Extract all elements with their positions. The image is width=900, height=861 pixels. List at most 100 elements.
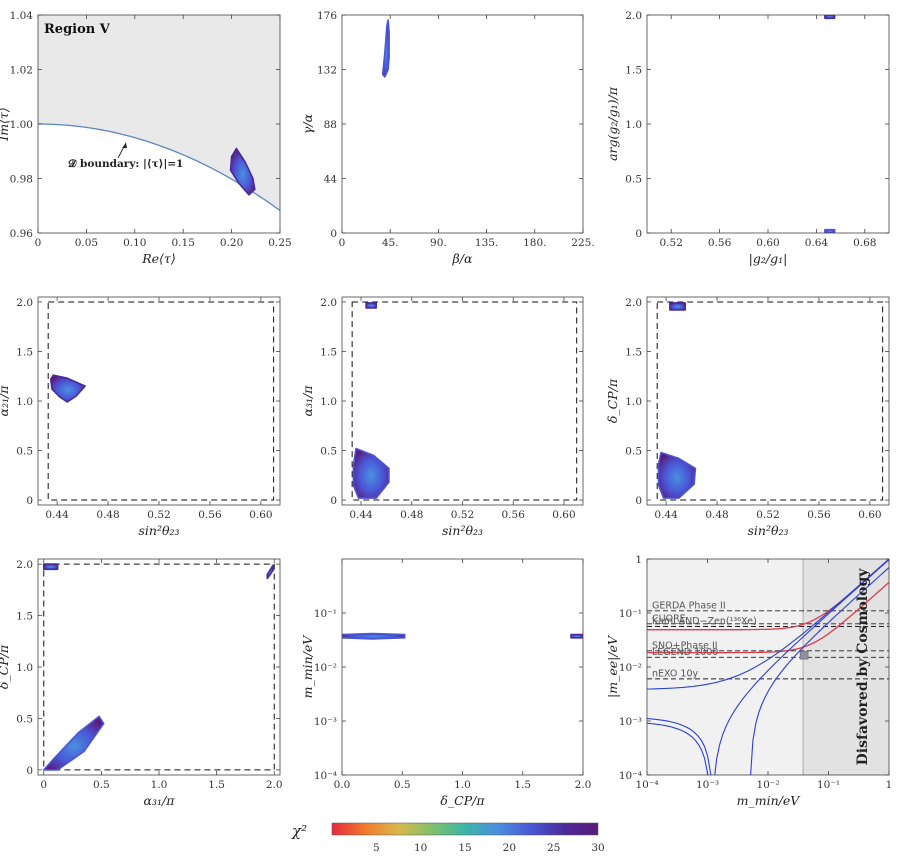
axes-frame	[37, 296, 281, 506]
x-tick-label: 0.20	[220, 237, 243, 249]
y-tick-label: 88	[324, 119, 337, 131]
panel-g2g1: 0.52 0.56 0.60 0.64 0.68 0 0.5 1.0 1.5 2.0 |g₂/g₁|…	[605, 10, 890, 266]
panel-title: Region V	[44, 22, 111, 37]
x-axis-label: α₃₁/π	[144, 793, 176, 808]
y-tick-label: 1.5	[16, 611, 33, 623]
x-tick-label: 0.5	[394, 779, 411, 791]
panel-gamma: 0 45. 90. 135. 180. 225. 0 44 88 132 176 β/α γ/α	[300, 10, 595, 266]
y-tick-label: 0.5	[16, 713, 33, 725]
x-tick-label: 180.	[523, 237, 546, 249]
no-band-dip-left	[647, 722, 709, 775]
x-axis-label: Re⟨τ⟩	[141, 251, 175, 266]
x-tick-label: 0.60	[249, 509, 272, 521]
x-tick-label: 0.05	[75, 237, 98, 249]
x-tick-label: 0.48	[400, 509, 423, 521]
x-tick-label: 0.52	[660, 237, 683, 249]
panel-a21: 0.44 0.48 0.52 0.56 0.60 0 0.5 1.0 1.5 2.0 sin²θ₂₃…	[0, 296, 281, 538]
x-tick-label: 135.	[475, 237, 498, 249]
colorbar-tick-label: 30	[591, 842, 604, 854]
colorbar: χ² 5 10 15 20 25 30	[291, 822, 605, 854]
colorbar-tick-label: 20	[503, 842, 516, 854]
x-tick-label: 1.0	[151, 779, 168, 791]
y-tick-label: 10⁻¹	[314, 608, 337, 620]
parameter-range-box	[351, 301, 578, 501]
plot-area	[381, 19, 390, 78]
y-tick-label: 0	[635, 228, 642, 240]
y-axis-label: Im⟨τ⟩	[0, 107, 11, 141]
y-tick-label: 1.0	[320, 396, 337, 408]
y-tick-label: 10⁻¹	[619, 608, 642, 620]
panel-tau: 0 0.05 0.10 0.15 0.20 0.25 0.96 0.98 1.00 1.02 1.0…	[0, 10, 292, 266]
data-cluster-1	[669, 302, 686, 311]
axes-frame	[341, 14, 584, 234]
x-tick-label: 10⁻⁴	[635, 779, 658, 791]
y-tick-label: 1.5	[16, 346, 33, 358]
y-tick-label: 10⁻⁴	[619, 770, 642, 782]
y-tick-label: 2.0	[625, 10, 642, 22]
y-tick-label: 0	[26, 495, 33, 507]
y-tick-label: 1.0	[625, 119, 642, 131]
x-tick-label: 0	[40, 779, 47, 791]
data-cluster-0	[342, 632, 406, 640]
x-axis-label: m_min/eV	[737, 793, 802, 808]
y-axis-label: δ_CP/π	[0, 644, 11, 689]
y-tick-label: 1	[635, 554, 642, 566]
plot-area	[342, 632, 583, 640]
x-tick-label: 1.5	[208, 779, 225, 791]
axes-frame	[646, 14, 890, 234]
x-tick-label: 90.	[430, 237, 447, 249]
y-tick-label: 1.5	[320, 346, 337, 358]
x-tick-label: 0	[339, 237, 346, 249]
x-tick-label: 0.64	[805, 237, 829, 249]
x-tick-label: 225.	[571, 237, 594, 249]
limit-label-2: KamLAND−Zen(¹³⁶Xe)	[652, 616, 757, 627]
x-tick-label: 0.56	[708, 237, 732, 249]
y-tick-label: 0.98	[10, 174, 33, 186]
y-tick-label: 2.0	[16, 559, 33, 571]
data-cluster-0	[352, 447, 390, 499]
io-band-lower	[647, 581, 889, 654]
y-tick-label: 0	[26, 765, 33, 777]
x-axis-label: sin²θ₂₃	[747, 523, 788, 538]
panel-dcp_a31: 0 0.5 1.0 1.5 2.0 0 0.5 1.0 1.5 2.0 α₃₁/π δ_CP/π	[0, 558, 283, 808]
plot-area	[351, 301, 578, 501]
data-cluster-1	[570, 633, 583, 639]
x-tick-label: 0.0	[334, 779, 351, 791]
x-tick-label: 0.48	[705, 509, 728, 521]
x-tick-label: 0.56	[198, 509, 222, 521]
y-axis-label: α₂₁/π	[0, 385, 11, 417]
data-cluster-0	[229, 147, 256, 196]
limit-label-4: LEGEND 1000	[652, 647, 718, 658]
disfavored-region	[803, 559, 889, 775]
colorbar-tick-label: 25	[547, 842, 560, 854]
y-tick-label: 0	[635, 495, 642, 507]
y-tick-label: 0	[330, 228, 337, 240]
limit-label-5: nEXO 10y	[652, 668, 699, 679]
x-tick-label: 0.60	[858, 509, 881, 521]
x-tick-label: 1.0	[454, 779, 471, 791]
y-axis-label: |m_ee|/eV	[605, 634, 620, 698]
x-tick-label: 0.15	[172, 237, 195, 249]
y-tick-label: 0.5	[16, 446, 33, 458]
y-tick-label: 2.0	[625, 297, 642, 309]
y-tick-label: 1.0	[625, 396, 642, 408]
y-axis-label: α₃₁/π	[300, 385, 315, 417]
y-tick-label: 10⁻⁴	[314, 770, 337, 782]
y-tick-label: 1.5	[625, 65, 642, 77]
data-cluster-1	[824, 15, 836, 20]
x-tick-label: 10⁻³	[696, 779, 719, 791]
y-tick-label: 1.0	[16, 662, 33, 674]
y-tick-label: 10⁻²	[314, 662, 337, 674]
y-tick-label: 132	[317, 65, 337, 77]
y-axis-label: arg(g₂/g₁)/π	[605, 86, 620, 161]
limit-label-3: SNO+Phase II	[652, 640, 718, 651]
x-tick-label: 0.52	[147, 509, 170, 521]
data-cluster-0	[49, 374, 86, 403]
x-tick-label: 0.52	[756, 509, 779, 521]
boundary-annotation: 𝒟 boundary: |⟨τ⟩|=1	[68, 157, 183, 170]
y-tick-label: 1.5	[625, 346, 642, 358]
colorbar-label: χ²	[291, 822, 307, 840]
y-tick-label: 10⁻²	[619, 662, 642, 674]
axes-frame	[341, 558, 584, 776]
